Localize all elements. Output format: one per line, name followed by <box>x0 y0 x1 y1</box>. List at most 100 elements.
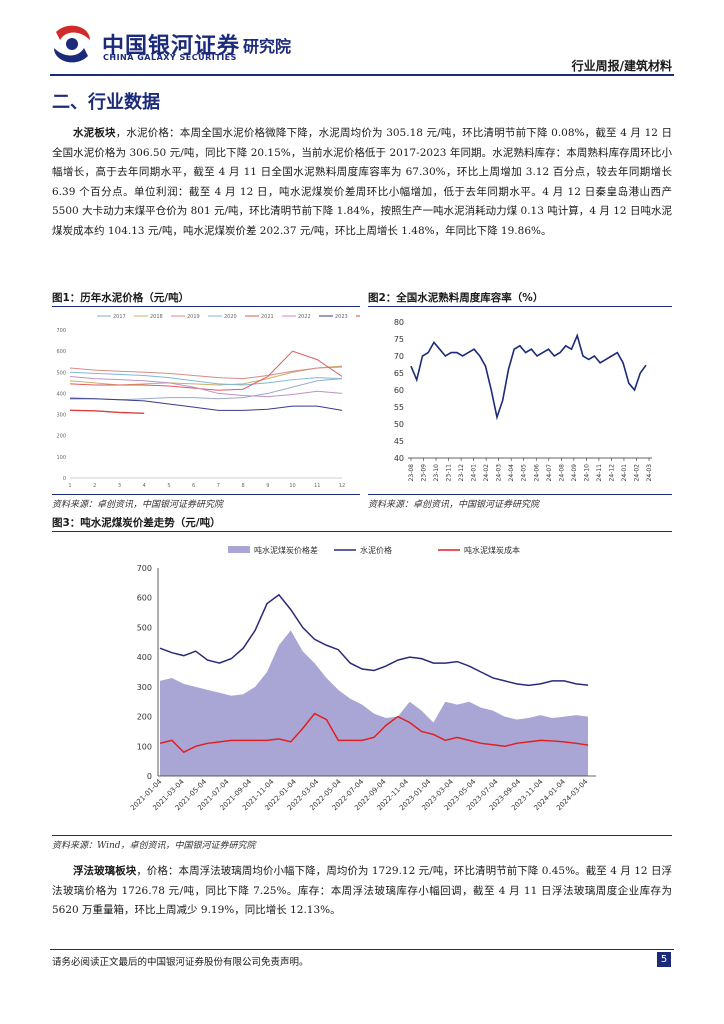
fig1-y-tick: 300 <box>56 413 66 419</box>
fig1-legend-label: 2023 <box>335 314 348 320</box>
fig1-title-rule <box>52 306 360 307</box>
fig2-x-tick: 23-12 <box>458 464 465 482</box>
fig3-y-tick: 500 <box>137 623 152 632</box>
fig1-legend-label: 2020 <box>224 314 237 320</box>
fig3-y-tick: 300 <box>137 683 152 692</box>
fig2-y-tick: 45 <box>394 437 404 446</box>
fig3-y-tick: 700 <box>137 564 152 573</box>
fig2-x-tick: 24-01 <box>471 464 478 482</box>
fig3-area-spread <box>160 630 588 776</box>
fig3-y-tick: 200 <box>137 713 152 722</box>
fig2-y-tick: 75 <box>394 335 404 344</box>
fig1-y-tick: 0 <box>63 476 66 482</box>
fig1-series-2020 <box>69 371 343 386</box>
fig2-title: 图2：全国水泥熟料周度库容率（%） <box>368 292 544 304</box>
fig1-title: 图1：历年水泥价格（元/吨） <box>52 292 190 304</box>
fig1-x-tick: 2 <box>93 483 96 489</box>
report-type: 行业周报/建筑材料 <box>571 59 672 73</box>
fig1-x-tick: 8 <box>241 483 244 489</box>
fig2-series-line <box>410 333 647 421</box>
fig1-x-tick: 4 <box>143 483 146 489</box>
fig1-x-tick: 11 <box>314 483 320 489</box>
fig1-y-tick: 200 <box>56 434 66 440</box>
fig1-series-2021 <box>69 350 343 391</box>
fig2-y-tick: 50 <box>394 420 404 429</box>
fig2-y-tick: 60 <box>394 386 404 395</box>
fig1-source-rule <box>52 494 360 495</box>
fig1-x-tick: 12 <box>339 483 345 489</box>
fig1-series-2023 <box>70 398 343 411</box>
fig2-y-tick: 70 <box>394 352 404 361</box>
fig1-series-2022 <box>69 376 343 398</box>
fig2-y-tick: 80 <box>394 318 404 327</box>
fig1-y-tick: 500 <box>56 370 66 376</box>
fig1-x-tick: 1 <box>68 483 71 489</box>
fig2-x-tick: 24-06 <box>533 464 540 482</box>
glass-text: ，价格：本周浮法玻璃周均价小幅下降，周均价为 1729.12 元/吨，环比清明节… <box>52 865 673 917</box>
fig1-x-tick: 5 <box>167 483 170 489</box>
fig1-series-2024 <box>69 409 145 415</box>
fig1-x-tick: 7 <box>217 483 220 489</box>
fig3-legend-label: 水泥价格 <box>360 545 392 555</box>
fig3-source: 资料来源：Wind，卓创资讯，中国银河证券研究院 <box>52 841 256 851</box>
galaxy-logo-icon <box>54 25 90 63</box>
fig2-y-tick: 65 <box>394 369 404 378</box>
footer-rule <box>50 949 674 950</box>
fig2-x-tick: 24-11 <box>596 464 603 482</box>
fig3-title: 图3：吨水泥煤炭价差走势（元/吨） <box>52 517 221 529</box>
fig2-y-tick: 55 <box>394 403 404 412</box>
fig3-title-rule <box>52 531 672 532</box>
header-rule <box>50 74 674 76</box>
fig3-line-coal-cost <box>159 712 589 754</box>
fig3-legend-label: 吨水泥煤炭价格差 <box>254 545 318 555</box>
fig2-x-tick: 24-12 <box>608 464 615 482</box>
fig2-x-tick: 24-08 <box>558 464 565 482</box>
fig1-legend-label: 2021 <box>261 314 274 320</box>
fig1-series-2019 <box>69 366 343 380</box>
fig1-y-tick: 600 <box>56 349 66 355</box>
fig3-y-tick: 100 <box>137 742 152 751</box>
fig1-legend-label: 2017 <box>113 314 126 320</box>
fig1-legend-label: 2018 <box>150 314 163 320</box>
fig2-x-tick: 24-05 <box>521 464 528 482</box>
fig1-legend-label: 2019 <box>187 314 200 320</box>
fig1-y-tick: 100 <box>56 455 66 461</box>
fig1-source: 资料来源：卓创资讯，中国银河证券研究院 <box>52 500 224 510</box>
fig2-title-rule <box>368 306 672 307</box>
footer-disclaimer: 请务必阅读正文最后的中国银河证券股份有限公司免责声明。 <box>52 957 309 968</box>
fig2-x-tick: 23-11 <box>446 464 453 482</box>
fig2-x-tick: 24-02 <box>633 464 640 482</box>
fig2-x-tick: 23-10 <box>433 464 440 482</box>
fig3-y-tick: 0 <box>147 772 152 781</box>
fig3-y-tick: 400 <box>137 653 152 662</box>
cement-paragraph: 水泥板块，水泥价格：本周全国水泥价格微降下降，水泥周均价为 305.18 元/吨… <box>52 124 672 242</box>
cement-label: 水泥板块 <box>73 127 116 139</box>
cement-text: ，水泥价格：本周全国水泥价格微降下降，水泥周均价为 305.18 元/吨，环比清… <box>52 127 672 237</box>
fig2-x-tick: 24-02 <box>483 464 490 482</box>
fig2-x-tick: 24-01 <box>621 464 628 482</box>
fig3-source-rule <box>52 835 672 836</box>
fig1-y-tick: 400 <box>56 391 66 397</box>
fig2-x-tick: 24-10 <box>583 464 590 482</box>
fig2-source: 资料来源：卓创资讯，中国银河证券研究院 <box>368 500 540 510</box>
fig3-chart: 吨水泥煤炭价格差 水泥价格 吨水泥煤炭成本 0 100 200 300 400 500 600 70… <box>129 545 596 812</box>
fig1-x-tick: 6 <box>192 483 195 489</box>
fig1-x-tick: 9 <box>266 483 269 489</box>
fig3-legend-label: 吨水泥煤炭成本 <box>464 545 520 555</box>
glass-paragraph: 浮法玻璃板块，价格：本周浮法玻璃周均价小幅下降，周均价为 1729.12 元/吨… <box>52 862 672 921</box>
fig1-x-tick: 3 <box>118 483 121 489</box>
fig2-source-rule <box>368 494 672 495</box>
fig1-y-tick: 700 <box>56 328 66 334</box>
fig3-line-cement-price <box>159 593 589 687</box>
fig2-x-tick: 24-07 <box>546 464 553 482</box>
fig2-x-tick: 24-04 <box>508 464 515 482</box>
logo-text-en: CHINA GALAXY SECURITIES <box>103 53 237 62</box>
fig2-x-tick: 23-09 <box>421 464 428 482</box>
section-title: 二、行业数据 <box>52 92 160 113</box>
fig2-x-tick: 24-09 <box>571 464 578 482</box>
fig3-y-tick: 600 <box>137 594 152 603</box>
fig2-x-tick: 24-03 <box>646 464 653 482</box>
institute-label: 研究院 <box>243 37 292 56</box>
fig2-x-tick: 23-08 <box>408 464 415 482</box>
fig1-legend-label: 2022 <box>298 314 311 320</box>
